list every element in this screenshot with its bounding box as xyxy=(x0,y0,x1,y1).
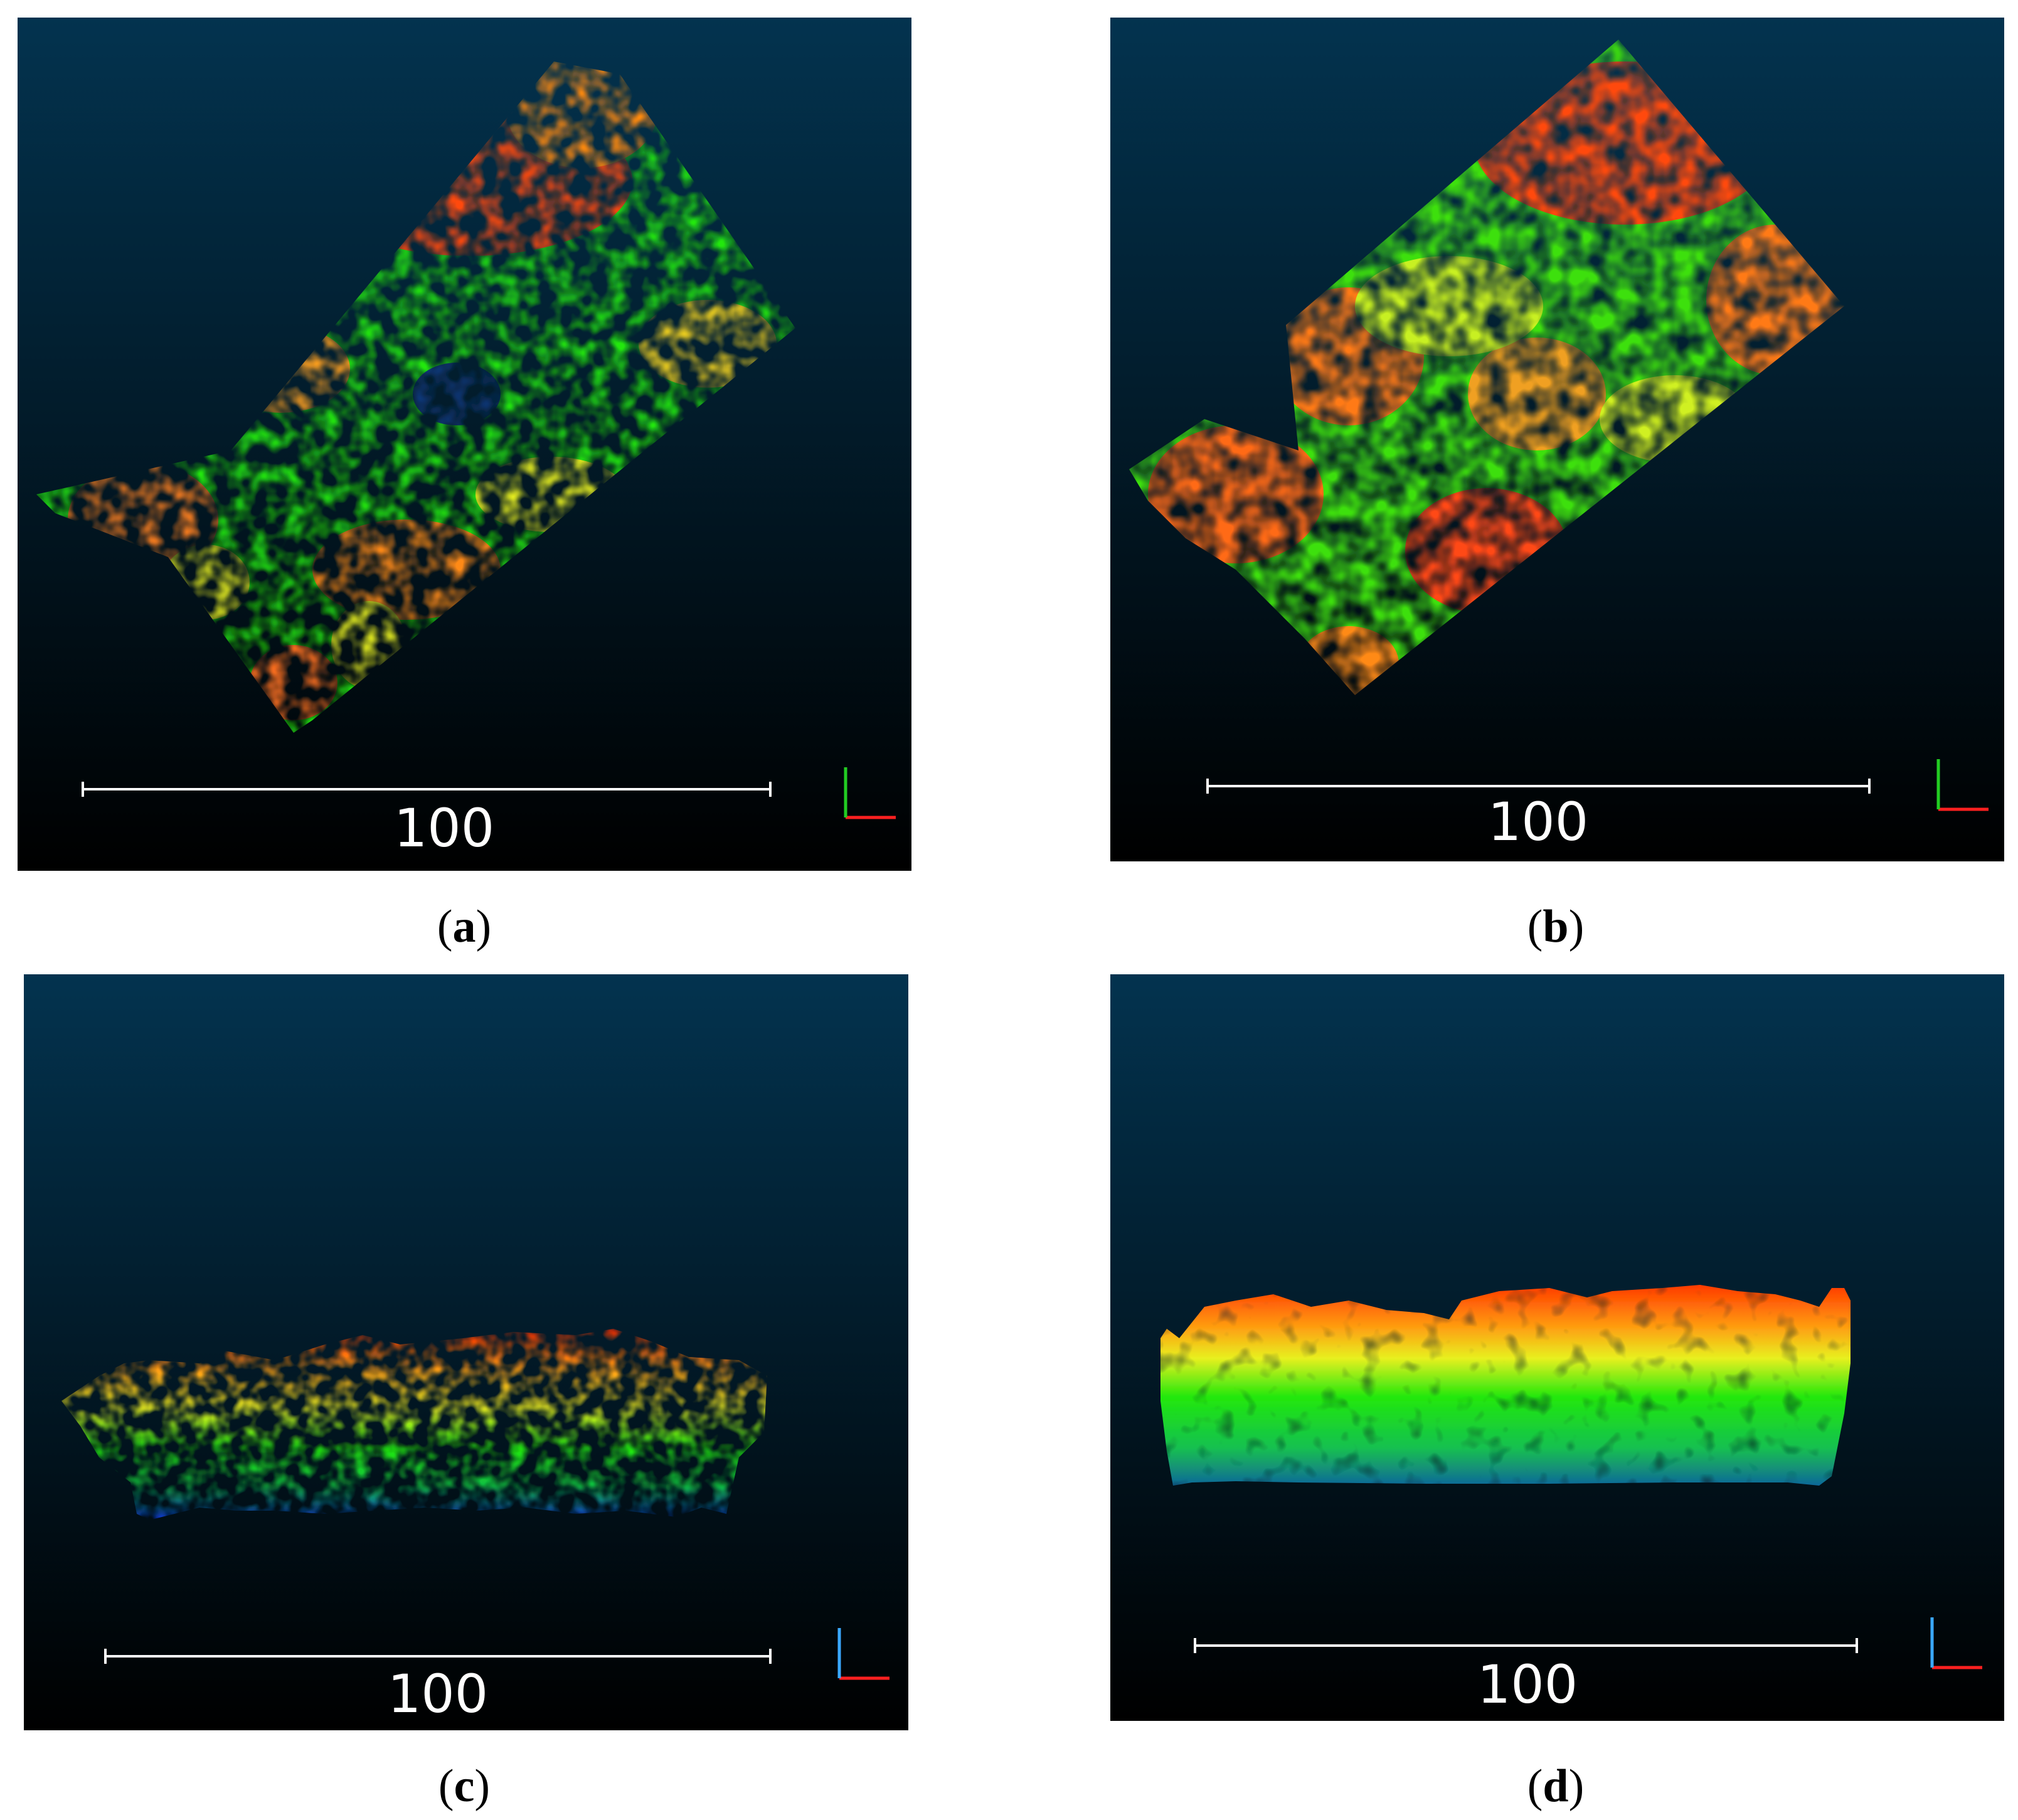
point-cloud-view-c xyxy=(24,974,908,1730)
point-cloud-view-a xyxy=(18,18,911,871)
panel-b-top-view: 100 xyxy=(1110,18,2004,861)
panel-c-side-view: 100 xyxy=(24,974,908,1730)
scale-label: 100 xyxy=(1487,791,1589,853)
scale-label: 100 xyxy=(393,797,495,859)
caption-c: (c) xyxy=(438,1760,491,1812)
point-cloud-view-d xyxy=(1110,974,2004,1721)
scale-label: 100 xyxy=(387,1663,489,1725)
tree-canopy-points-d xyxy=(1160,1285,1851,1486)
panel-a-top-view: 100 xyxy=(18,18,911,871)
scale-label: 100 xyxy=(1477,1654,1578,1715)
caption-d: (d) xyxy=(1527,1760,1585,1812)
panel-d-side-view: 100 xyxy=(1110,974,2004,1721)
caption-b: (b) xyxy=(1527,901,1585,952)
caption-a: (a) xyxy=(437,901,492,952)
point-cloud-view-b xyxy=(1110,18,2004,861)
